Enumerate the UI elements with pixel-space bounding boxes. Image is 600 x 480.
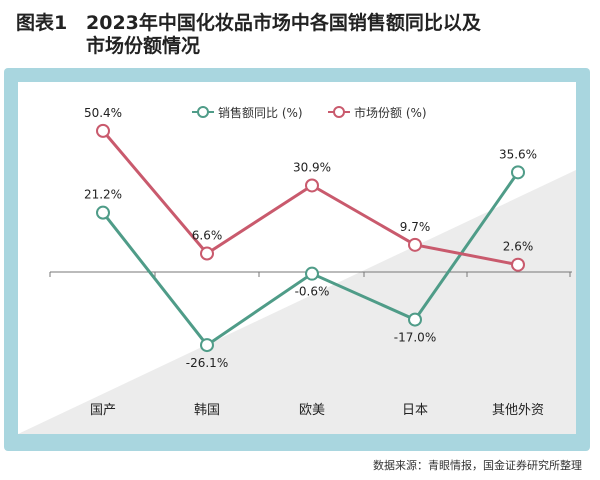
data-label: 9.7% [400, 220, 431, 234]
title-line-2: 市场份额情况 [86, 35, 201, 57]
legend-marker [333, 106, 345, 118]
legend-marker [197, 106, 209, 118]
data-point [511, 165, 525, 180]
source-note: 数据来源：青眼情报，国金证券研究所整理 [373, 459, 582, 472]
figure-number: 图表1 [16, 12, 68, 34]
legend-label: 市场份额 (%) [354, 105, 427, 120]
data-point [96, 205, 110, 220]
data-point [200, 338, 214, 353]
x-tick-label: 日本 [402, 403, 428, 418]
data-label: 6.6% [192, 229, 223, 243]
data-label: 2.6% [503, 240, 534, 254]
data-label: -0.6% [295, 285, 330, 299]
x-tick-label: 韩国 [194, 403, 220, 418]
data-point [511, 257, 525, 272]
data-label: 50.4% [84, 106, 122, 120]
data-label: 21.2% [84, 188, 122, 202]
x-tick-label: 欧美 [299, 403, 325, 418]
title-line-1: 2023年中国化妆品市场中各国销售额同比以及 [86, 12, 481, 34]
x-tick-label: 国产 [90, 403, 116, 418]
data-point [408, 237, 422, 252]
x-tick-label: 其他外资 [492, 403, 544, 418]
legend-label: 销售额同比 (%) [218, 105, 303, 120]
data-point [96, 123, 110, 138]
chart-title: 图表1 2023年中国化妆品市场中各国销售额同比以及 市场份额情况 [16, 12, 481, 58]
data-label: -26.1% [186, 356, 228, 370]
data-label: -17.0% [394, 331, 436, 345]
data-label: 35.6% [499, 147, 537, 161]
data-point [305, 266, 319, 281]
data-point [408, 312, 422, 327]
data-point [305, 178, 319, 193]
data-label: 30.9% [293, 160, 331, 174]
data-point [200, 246, 214, 261]
diagonal-shade [18, 170, 576, 434]
